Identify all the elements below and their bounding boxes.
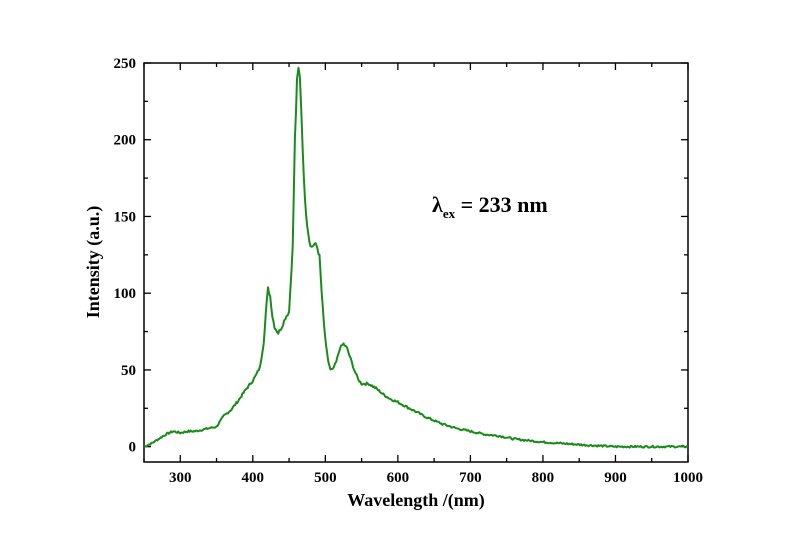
y-tick-label: 250 [114,56,137,72]
y-tick-label: 50 [121,363,136,379]
annotation-value: = 233 nm [455,192,548,217]
emission-spectrum-line [143,66,689,449]
x-tick-label: 300 [169,470,192,486]
x-tick-label: 900 [604,470,627,486]
annotation-lambda: λ [432,192,443,217]
axis-ticks: 300 400 500 600 700 800 900 1000 0 50 100 150 200 250 [114,56,704,486]
x-tick-label: 600 [387,470,410,486]
y-axis-title: Intensity (a.u.) [83,206,104,319]
x-tick-label: 700 [459,470,482,486]
x-tick-label: 400 [242,470,265,486]
y-tick-label: 200 [114,133,137,149]
y-tick-label: 0 [129,440,137,456]
x-tick-label: 800 [532,470,555,486]
annotation-subscript: ex [443,206,456,221]
y-tick-label: 100 [114,286,137,302]
plot-frame [143,62,689,463]
x-tick-label: 500 [314,470,337,486]
excitation-annotation: λex = 233 nm [432,192,548,221]
x-axis-title: Wavelength /(nm) [347,490,485,511]
x-tick-label: 1000 [673,470,703,486]
y-tick-label: 150 [114,209,137,225]
